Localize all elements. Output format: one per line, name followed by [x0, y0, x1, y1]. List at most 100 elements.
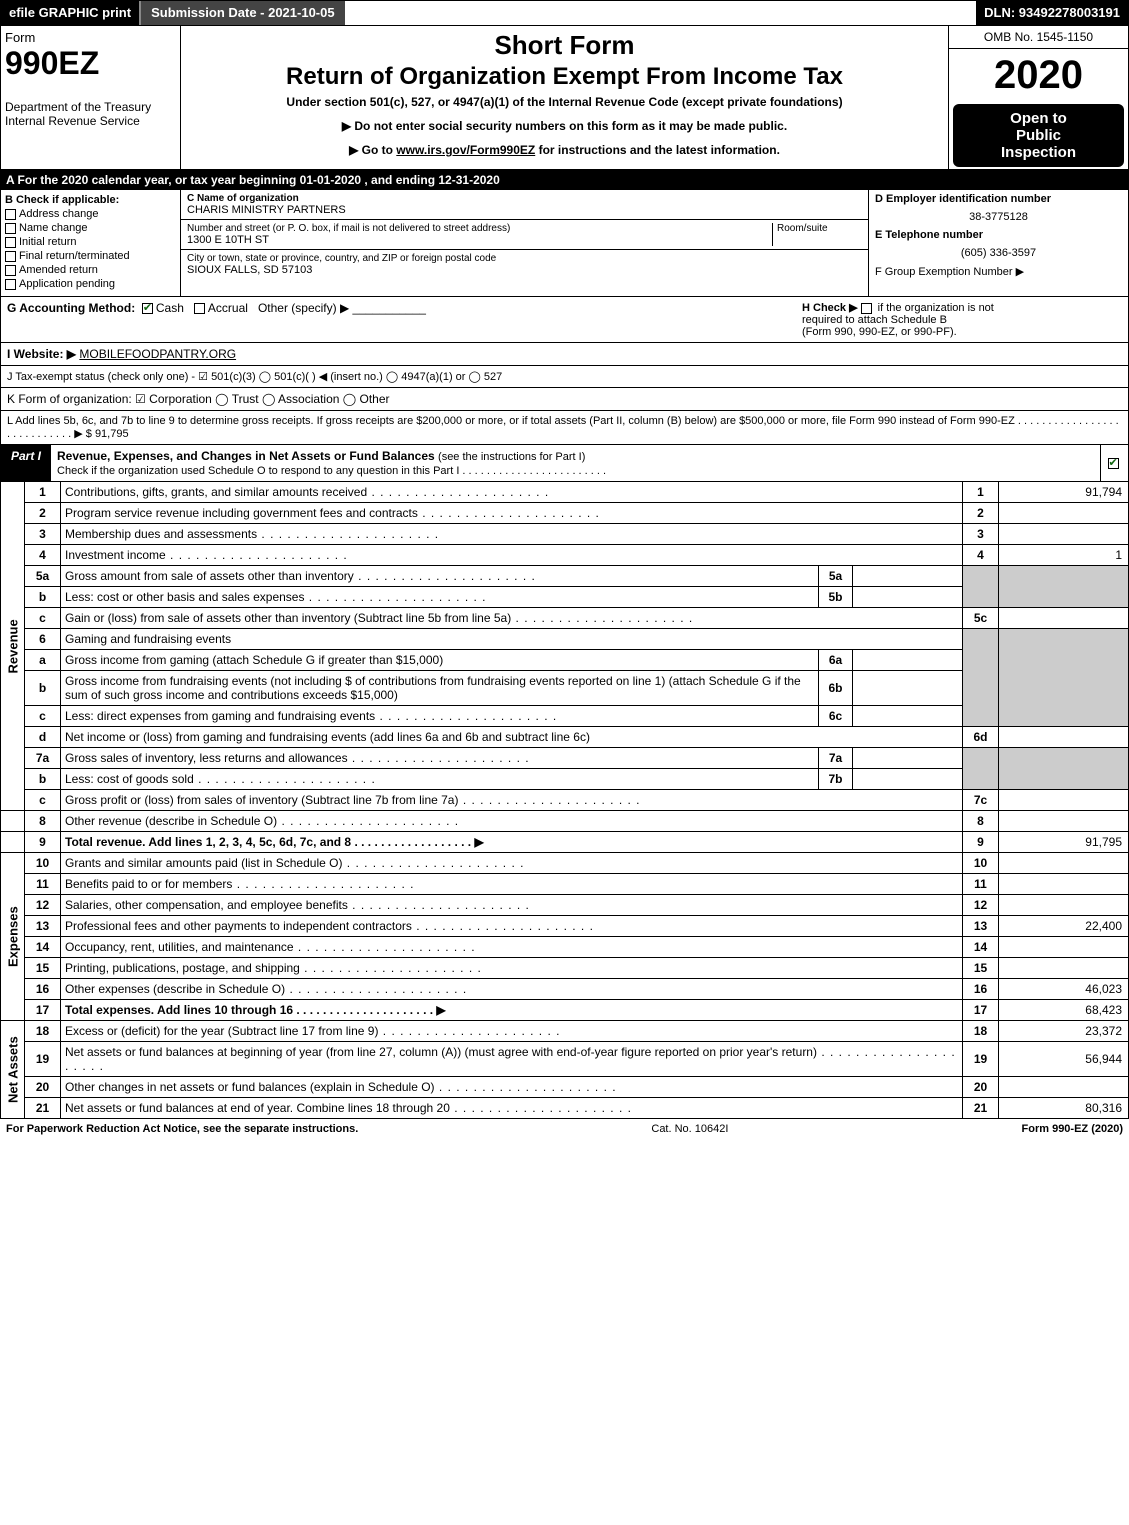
website-value: MOBILEFOODPANTRY.ORG	[79, 347, 236, 361]
l7a-subval	[853, 748, 963, 769]
l16-num: 16	[963, 979, 999, 1000]
l5c-val	[999, 608, 1129, 629]
l6b-sub: 6b	[819, 671, 853, 706]
h-label: H Check ▶	[802, 302, 858, 314]
l6b-subval	[853, 671, 963, 706]
submission-date: Submission Date - 2021-10-05	[139, 1, 345, 25]
l6a-desc: Gross income from gaming (attach Schedul…	[61, 650, 819, 671]
l8-num: 8	[963, 811, 999, 832]
l17-num: 17	[963, 1000, 999, 1021]
cb-address-change-label: Address change	[19, 208, 99, 220]
l14-ln: 14	[25, 937, 61, 958]
l5c-ln: c	[25, 608, 61, 629]
l8-ln: 8	[25, 811, 61, 832]
irs-link[interactable]: www.irs.gov/Form990EZ	[396, 143, 535, 157]
l6a-sub: 6a	[819, 650, 853, 671]
l13-num: 13	[963, 916, 999, 937]
l18-val: 23,372	[999, 1021, 1129, 1042]
cb-amended-return[interactable]: Amended return	[5, 264, 176, 276]
part-i-tab: Part I	[1, 445, 51, 481]
city-row: City or town, state or province, country…	[181, 250, 868, 279]
l3-desc: Membership dues and assessments	[65, 527, 439, 541]
l7b-ln: b	[25, 769, 61, 790]
info-grid: B Check if applicable: Address change Na…	[0, 190, 1129, 297]
org-name: CHARIS MINISTRY PARTNERS	[187, 204, 862, 216]
side-revenue3	[1, 832, 25, 853]
top-bar: efile GRAPHIC print Submission Date - 20…	[0, 0, 1129, 26]
l10-ln: 10	[25, 853, 61, 874]
l19-val: 56,944	[999, 1042, 1129, 1077]
part-i-sub: Check if the organization used Schedule …	[57, 465, 606, 477]
cb-application-pending[interactable]: Application pending	[5, 278, 176, 290]
cb-cash[interactable]	[142, 303, 153, 314]
l6c-desc: Less: direct expenses from gaming and fu…	[65, 709, 557, 723]
l16-val: 46,023	[999, 979, 1129, 1000]
l6c-sub: 6c	[819, 706, 853, 727]
dln-label: DLN: 93492278003191	[976, 1, 1128, 25]
cb-final-return[interactable]: Final return/terminated	[5, 250, 176, 262]
l17-ln: 17	[25, 1000, 61, 1021]
part-i-checkbox[interactable]	[1100, 445, 1128, 481]
l7b-subval	[853, 769, 963, 790]
l11-num: 11	[963, 874, 999, 895]
cb-initial-return[interactable]: Initial return	[5, 236, 176, 248]
l7b-desc: Less: cost of goods sold	[65, 772, 376, 786]
row-i-website: I Website: ▶ MOBILEFOODPANTRY.ORG	[0, 343, 1129, 366]
h-text1: if the organization is not	[878, 302, 994, 314]
l6d-desc: Net income or (loss) from gaming and fun…	[61, 727, 963, 748]
cb-application-pending-label: Application pending	[19, 278, 115, 290]
shade-5-val	[999, 566, 1129, 608]
footer-right: Form 990-EZ (2020)	[1022, 1123, 1123, 1135]
form-number: 990EZ	[5, 45, 176, 82]
header-center: Short Form Return of Organization Exempt…	[181, 26, 948, 169]
l5b-subval	[853, 587, 963, 608]
org-name-label: C Name of organization	[187, 193, 862, 204]
l12-num: 12	[963, 895, 999, 916]
l6d-val	[999, 727, 1129, 748]
shade-5	[963, 566, 999, 608]
l18-desc: Excess or (deficit) for the year (Subtra…	[65, 1024, 560, 1038]
cash-label: Cash	[156, 301, 184, 315]
open3: Inspection	[957, 144, 1120, 161]
l15-num: 15	[963, 958, 999, 979]
l20-ln: 20	[25, 1077, 61, 1098]
l-text: L Add lines 5b, 6c, and 7b to line 9 to …	[7, 415, 1119, 440]
cb-amended-return-label: Amended return	[19, 264, 98, 276]
l2-ln: 2	[25, 503, 61, 524]
l15-val	[999, 958, 1129, 979]
return-title: Return of Organization Exempt From Incom…	[189, 63, 940, 91]
city-value: SIOUX FALLS, SD 57103	[187, 264, 862, 276]
h-text2: required to attach Schedule B	[802, 314, 947, 326]
l7c-ln: c	[25, 790, 61, 811]
side-expenses: Expenses	[1, 853, 25, 1021]
l4-num: 4	[963, 545, 999, 566]
l18-ln: 18	[25, 1021, 61, 1042]
cb-accrual[interactable]	[194, 303, 205, 314]
street-label: Number and street (or P. O. box, if mail…	[187, 223, 772, 234]
omb-number: OMB No. 1545-1150	[949, 26, 1128, 49]
l6a-ln: a	[25, 650, 61, 671]
l20-val	[999, 1077, 1129, 1098]
l14-val	[999, 937, 1129, 958]
part-i-header: Part I Revenue, Expenses, and Changes in…	[0, 445, 1129, 482]
efile-label: efile GRAPHIC print	[1, 1, 139, 25]
column-c: C Name of organization CHARIS MINISTRY P…	[181, 190, 868, 296]
l14-desc: Occupancy, rent, utilities, and maintena…	[65, 940, 476, 954]
street-value: 1300 E 10TH ST	[187, 234, 772, 246]
l1-desc: Contributions, gifts, grants, and simila…	[65, 485, 549, 499]
cb-name-change-label: Name change	[19, 222, 88, 234]
l5a-sub: 5a	[819, 566, 853, 587]
cb-address-change[interactable]: Address change	[5, 208, 176, 220]
header-left: Form 990EZ Department of the Treasury In…	[1, 26, 181, 169]
l19-desc: Net assets or fund balances at beginning…	[65, 1045, 956, 1073]
l13-val: 22,400	[999, 916, 1129, 937]
l7b-sub: 7b	[819, 769, 853, 790]
part-i-title-paren: (see the instructions for Part I)	[438, 451, 585, 463]
cb-schedule-b[interactable]	[861, 303, 872, 314]
l21-num: 21	[963, 1098, 999, 1119]
row-k-org-form: K Form of organization: ☑ Corporation ◯ …	[0, 388, 1129, 411]
warning-ssn: ▶ Do not enter social security numbers o…	[189, 119, 940, 133]
l19-ln: 19	[25, 1042, 61, 1077]
footer-mid: Cat. No. 10642I	[358, 1123, 1021, 1135]
cb-name-change[interactable]: Name change	[5, 222, 176, 234]
